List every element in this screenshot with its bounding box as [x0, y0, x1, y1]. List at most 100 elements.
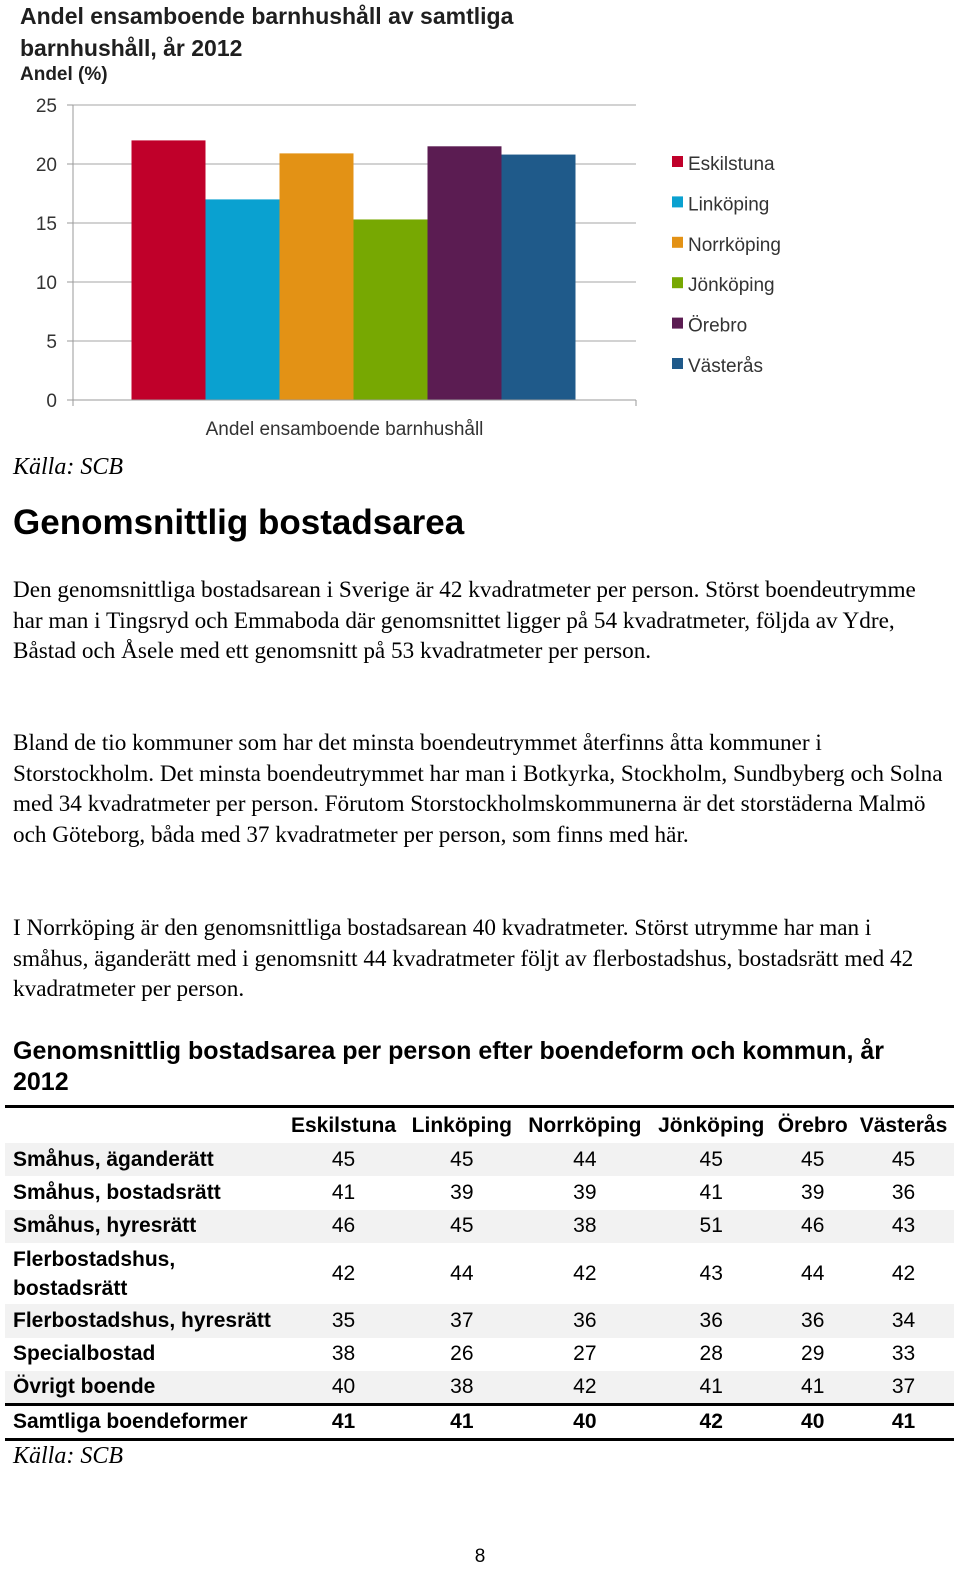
chart-y-ticks: 0 5 10 15 20 25	[36, 96, 73, 412]
table-cell: 37	[450, 1308, 474, 1332]
column-header: Eskilstuna	[283, 1106, 405, 1143]
table-cell: 46	[331, 1214, 356, 1238]
table-cell: 37	[891, 1375, 916, 1398]
row-label: Småhus, hyresrätt	[13, 1214, 197, 1238]
row-label: Småhus, bostadsrätt	[13, 1180, 221, 1204]
table-cell: 41	[450, 1410, 474, 1433]
legend-label: Jönköping	[688, 275, 775, 296]
row-label: Småhus, äganderätt	[13, 1147, 214, 1171]
table-cell: 41	[699, 1180, 723, 1204]
table-header-row: Eskilstuna Linköping Norrköping Jönköpin…	[5, 1106, 954, 1143]
column-header: Jönköping	[650, 1106, 773, 1143]
table-cell: 38	[573, 1214, 597, 1238]
chart-title: Andel ensamboende barnhushåll av samtlig…	[20, 3, 514, 61]
y-tick-label: 5	[46, 332, 57, 353]
table-cell: 45	[891, 1147, 916, 1171]
column-header: Västerås	[853, 1106, 954, 1143]
table-cell: 45	[450, 1147, 474, 1171]
page-number: 8	[474, 1546, 486, 1567]
bar-eskilstuna	[131, 140, 206, 400]
table-cell: 46	[801, 1214, 825, 1238]
legend-swatch	[672, 358, 683, 369]
table-cell: 45	[801, 1147, 825, 1171]
table-cell: 42	[699, 1410, 723, 1433]
column-header: Linköping	[404, 1106, 520, 1143]
legend-label: Linköping	[688, 194, 769, 215]
table-cell: 51	[699, 1214, 723, 1238]
table-cell: 40	[331, 1375, 356, 1398]
legend-label: Västerås	[688, 356, 763, 377]
table-cell: 36	[573, 1308, 597, 1332]
chart-x-axis: Andel ensamboende barnhushåll	[72, 105, 637, 440]
table-cell: 36	[891, 1180, 916, 1204]
legend-label: Norrköping	[688, 235, 781, 256]
section-heading: Genomsnittlig bostadsarea	[13, 503, 465, 542]
table-cell: 27	[573, 1342, 597, 1366]
row-label: Övrigt boende	[13, 1375, 156, 1398]
table-cell: 41	[891, 1410, 916, 1433]
table-cell: 44	[801, 1262, 825, 1285]
table-cell: 40	[573, 1410, 597, 1433]
table-cell: 26	[450, 1342, 474, 1366]
table-cell: 41	[801, 1375, 825, 1398]
y-tick-label: 0	[46, 391, 57, 412]
table-cell: 40	[801, 1410, 825, 1433]
table-cell: 39	[573, 1180, 597, 1204]
row-label: Specialbostad	[13, 1342, 156, 1366]
paragraph-2: Bland de tio kommuner som har det minsta…	[13, 730, 943, 849]
table-row: Småhus, hyresrätt 46 45 38 51 46 43	[5, 1209, 954, 1243]
chart-bars	[131, 140, 576, 400]
table-cell: 42	[573, 1262, 597, 1285]
table-heading: Genomsnittlig bostadsarea per person eft…	[13, 1037, 884, 1096]
table-row: Småhus, äganderätt 45 45 44 45 45 45	[5, 1142, 954, 1176]
chart-source: Källa: SCB	[13, 454, 124, 480]
table-cell: 36	[699, 1308, 723, 1332]
table-cell: 38	[450, 1375, 474, 1398]
paragraph-3: I Norrköping är den genomsnittliga bosta…	[13, 915, 914, 1003]
legend-label: Örebro	[688, 316, 747, 337]
row-label: Samtliga boendeformer	[13, 1410, 248, 1433]
table-row: Specialbostad 38 26 27 28 29 33	[5, 1338, 954, 1372]
bar-linköping	[205, 199, 280, 400]
table-cell: 38	[331, 1342, 356, 1366]
chart-legend: Eskilstuna Linköping Norrköping Jönköping Ör…	[672, 154, 781, 377]
table-row: Småhus, bostadsrätt 41 39 39 41 39 36	[5, 1176, 954, 1210]
legend-swatch	[672, 196, 683, 208]
legend-swatch	[672, 236, 683, 248]
table-cell: 44	[573, 1147, 597, 1171]
table-cell: 43	[699, 1262, 723, 1285]
table-cell: 42	[331, 1262, 356, 1285]
chart-y-axis-label: Andel (%)	[20, 64, 108, 85]
table-cell: 29	[801, 1342, 825, 1366]
table-cell: 42	[891, 1262, 916, 1285]
table-cell: 45	[699, 1147, 723, 1171]
bar-västerås	[501, 154, 576, 400]
column-header: Örebro	[772, 1106, 854, 1143]
area-table: Eskilstuna Linköping Norrköping Jönköpin…	[5, 1105, 954, 1441]
table-source: Källa: SCB	[13, 1443, 124, 1469]
table-cell: 28	[699, 1342, 723, 1366]
column-header: Norrköping	[519, 1106, 651, 1143]
table-cell: 39	[450, 1180, 474, 1204]
table-cell: 42	[573, 1375, 597, 1398]
bar-jönköping	[353, 219, 428, 400]
column-header	[5, 1106, 283, 1143]
table-cell: 44	[450, 1262, 474, 1285]
x-category-label: Andel ensamboende barnhushåll	[206, 419, 484, 440]
legend-swatch	[672, 156, 683, 167]
paragraph-1: Den genomsnittliga bostadsarean i Sverig…	[13, 577, 916, 665]
table-row: Flerbostadshus, hyresrätt 35 37 36 36 36…	[5, 1304, 954, 1338]
table-cell: 41	[331, 1180, 356, 1204]
bar-norrköping	[279, 153, 354, 400]
bar-chart: 0 5 10 15 20 25 Andel ensamboende barnhushåll…	[36, 96, 781, 440]
table-cell: 41	[331, 1410, 356, 1433]
legend-swatch	[672, 277, 683, 289]
table-cell: 41	[699, 1375, 723, 1398]
bar-örebro	[427, 146, 502, 400]
y-tick-label: 10	[36, 273, 57, 294]
table-total-row: Samtliga boendeformer 41 41 40 42 40 41	[5, 1404, 954, 1440]
y-tick-label: 25	[36, 96, 57, 117]
table-cell: 36	[801, 1308, 825, 1332]
table-cell: 35	[331, 1308, 356, 1332]
legend-label: Eskilstuna	[688, 154, 775, 175]
